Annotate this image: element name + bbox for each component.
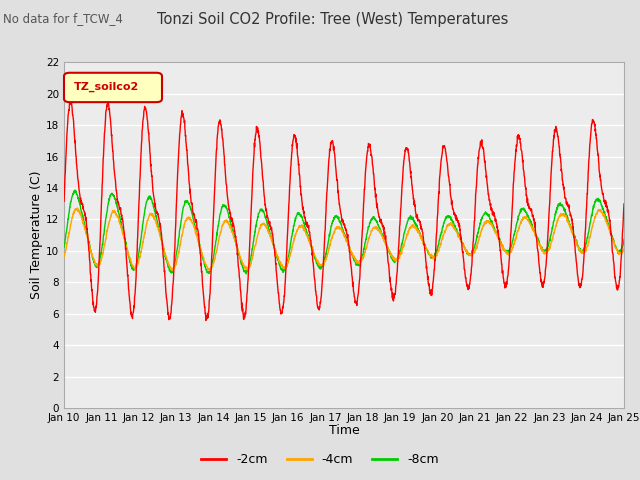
Text: TZ_soilco2: TZ_soilco2 [74,82,140,93]
Y-axis label: Soil Temperature (C): Soil Temperature (C) [30,171,43,300]
X-axis label: Time: Time [328,424,360,437]
Text: Tonzi Soil CO2 Profile: Tree (West) Temperatures: Tonzi Soil CO2 Profile: Tree (West) Temp… [157,12,509,27]
FancyBboxPatch shape [64,73,162,102]
Text: No data for f_TCW_4: No data for f_TCW_4 [3,12,123,25]
Legend: -2cm, -4cm, -8cm: -2cm, -4cm, -8cm [196,448,444,471]
